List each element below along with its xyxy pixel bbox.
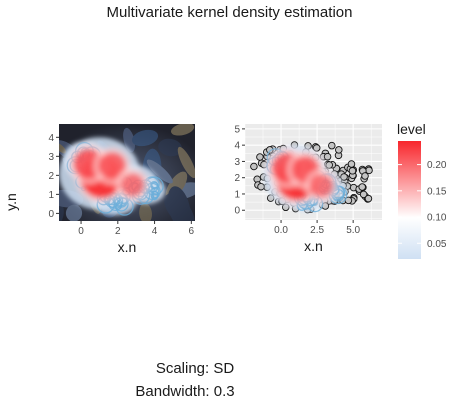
legend-tick-label: 0.05: [427, 239, 447, 250]
y-tick-label: 4: [234, 141, 240, 152]
density-layer: [59, 137, 166, 216]
data-point: [256, 153, 264, 161]
legend-title: level: [397, 121, 426, 137]
x-tick-label: 6: [189, 226, 195, 237]
y-tick-label: 3: [48, 152, 54, 163]
contour-line: [150, 181, 159, 190]
x-tick-label: 2: [115, 226, 121, 237]
data-point: [361, 172, 369, 180]
density-heat: [68, 143, 150, 204]
bandwidth-caption: Bandwidth: 0.3: [135, 383, 235, 400]
y-tick-label: 1: [234, 189, 240, 200]
background-stroke: [158, 138, 182, 157]
data-point: [347, 160, 356, 168]
data-point: [364, 194, 373, 203]
y-tick-label: 1: [48, 190, 54, 201]
left-panel: 0 2 4 6 0 1 2 3 4 x.n: [48, 124, 195, 255]
background-stroke: [123, 127, 135, 153]
data-point: [348, 167, 357, 175]
data-point: [257, 182, 265, 191]
background-stroke: [167, 186, 191, 221]
density-heat: [266, 147, 339, 206]
legend-colorbar: [398, 141, 421, 259]
y-tick-label: 2: [48, 171, 54, 182]
x-axis-label: x.n: [304, 238, 323, 254]
background-stroke: [146, 159, 173, 184]
data-point: [312, 144, 321, 152]
scaling-caption: Scaling: SD: [155, 360, 235, 377]
data-point: [340, 173, 348, 181]
data-point: [266, 146, 274, 154]
data-point: [335, 146, 343, 154]
x-tick-label: 5.0: [346, 225, 360, 236]
data-point: [358, 183, 366, 191]
background-stroke: [59, 142, 67, 154]
data-point: [325, 161, 333, 169]
x-tick-label: 0.0: [274, 225, 288, 236]
y-tick-label: 2: [234, 173, 240, 184]
x-axis-label: x.n: [118, 239, 137, 255]
density-peak: [120, 172, 145, 197]
x-tick-label: 4: [152, 226, 158, 237]
background-stroke: [131, 129, 159, 147]
background-stroke: [170, 124, 195, 136]
density-layer: [250, 141, 373, 214]
legend-tick-label: 0.20: [427, 160, 447, 171]
x-tick-label: 2.5: [310, 225, 324, 236]
y-tick-label: 0: [48, 209, 54, 220]
background-stroke: [177, 146, 195, 179]
y-tick-label: 5: [234, 124, 240, 135]
y-tick-label: 0: [234, 206, 240, 217]
y-axis-label: y.n: [3, 193, 19, 211]
contour-line: [115, 202, 123, 210]
data-point: [250, 162, 258, 171]
contour-line: [150, 190, 159, 200]
data-point: [323, 152, 332, 161]
legend-tick-label: 0.10: [427, 213, 447, 224]
chart-title: Multivariate kernel density estimation: [106, 4, 353, 21]
y-tick-label: 3: [234, 157, 240, 168]
y-tick-label: 4: [48, 133, 54, 144]
density-peak: [309, 173, 334, 198]
background-stroke: [65, 204, 83, 221]
legend: level 0.05 0.10 0.15 0.20: [397, 121, 447, 259]
background-stroke: [59, 202, 64, 221]
right-panel: 0.0 2.5 5.0 0 1 2 3 4 5 x.n: [234, 124, 382, 254]
legend-tick-label: 0.15: [427, 186, 447, 197]
x-tick-label: 0: [78, 226, 84, 237]
data-point: [328, 141, 336, 150]
density-peak: [98, 152, 127, 180]
background-stroke: [139, 203, 152, 221]
